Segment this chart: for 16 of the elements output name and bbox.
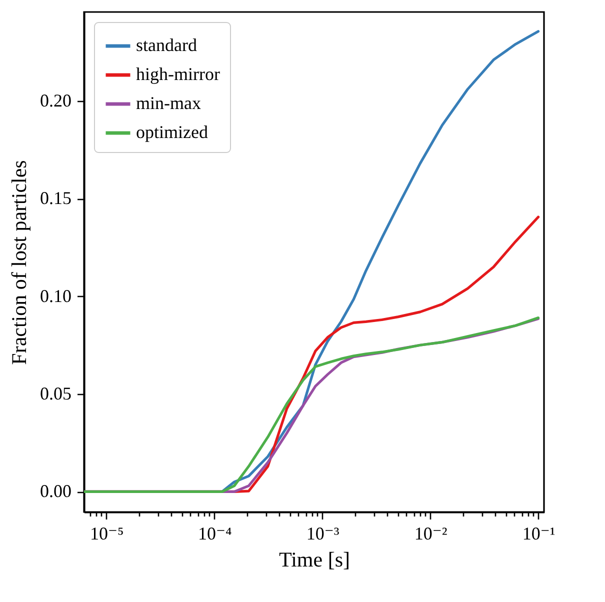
x-tick-label: 10⁻² xyxy=(414,524,448,544)
x-tick-label: 10⁻⁴ xyxy=(198,524,232,544)
y-axis-title: Fraction of lost particles xyxy=(7,160,31,365)
legend-label: high-mirror xyxy=(136,64,220,84)
legend-label: min-max xyxy=(136,93,201,113)
y-tick-label: 0.00 xyxy=(40,481,72,502)
y-tick-label: 0.15 xyxy=(40,188,72,208)
y-tick-label: 0.05 xyxy=(40,383,72,404)
y-tick-label: 0.20 xyxy=(40,90,72,110)
x-tick-label: 10⁻⁵ xyxy=(90,524,124,544)
legend-label: optimized xyxy=(136,122,208,142)
legend-label: standard xyxy=(136,35,197,55)
y-tick-label: 0.10 xyxy=(40,286,72,306)
x-axis-title: Time [s] xyxy=(279,548,350,572)
x-tick-label: 10⁻¹ xyxy=(522,524,556,544)
x-tick-label: 10⁻³ xyxy=(306,524,340,544)
